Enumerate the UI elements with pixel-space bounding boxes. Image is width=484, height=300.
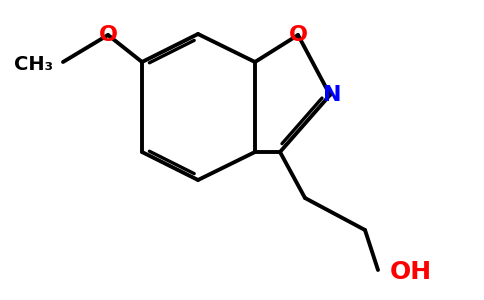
Text: O: O	[99, 25, 118, 45]
Text: OH: OH	[390, 260, 432, 284]
Text: N: N	[323, 85, 341, 105]
Text: CH₃: CH₃	[14, 55, 53, 74]
Text: O: O	[288, 25, 307, 45]
